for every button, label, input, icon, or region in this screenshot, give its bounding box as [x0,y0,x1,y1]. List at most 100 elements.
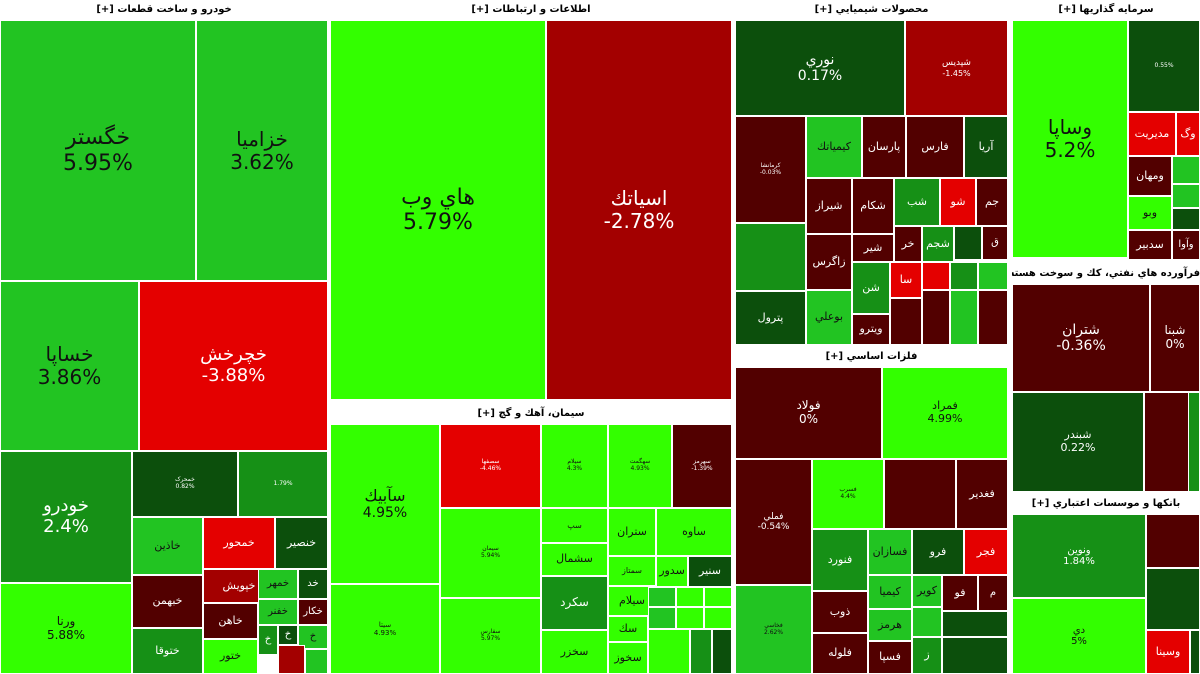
stock-tile[interactable] [922,262,950,290]
stock-tile[interactable]: ورنا 5.88% [0,583,132,674]
stock-tile[interactable]: هاي وب 5.79% [330,20,546,400]
stock-tile[interactable]: فخاسي 2.62% [735,585,812,674]
stock-tile[interactable]: سا [890,262,922,298]
stock-tile[interactable]: شجم [922,226,954,262]
stock-tile[interactable] [950,290,978,345]
stock-tile[interactable]: خزاميا 3.62% [196,20,328,281]
stock-tile[interactable]: شو [940,178,976,226]
stock-tile[interactable]: خمحرک 0.82% [132,451,238,517]
stock-tile[interactable]: ز [912,637,942,674]
stock-tile[interactable]: سهرمز -1.39% [672,424,732,508]
stock-tile[interactable] [735,223,806,291]
stock-tile[interactable]: ستران [608,508,656,556]
stock-tile[interactable] [978,290,1008,345]
stock-tile[interactable]: ختور [203,639,258,674]
stock-tile[interactable]: فرو [912,529,964,575]
stock-tile[interactable]: وآوا [1172,230,1200,260]
stock-tile[interactable]: نوري 0.17% [735,20,905,116]
stock-tile[interactable]: سيلام 4.3% [541,424,608,508]
stock-tile[interactable]: فلوله [812,633,868,674]
stock-tile[interactable]: وبو [1128,196,1172,230]
stock-tile[interactable]: سشمال [541,543,608,576]
sector-header-expand[interactable]: فلزات اساسي [+] [735,347,1008,368]
stock-tile[interactable]: شكام [852,178,894,234]
stock-tile[interactable]: سكرد [541,576,608,630]
sector-header-expand[interactable]: فرآورده هاي نفتي، كك و سوخت هسته اي [+] [1012,264,1200,285]
stock-tile[interactable] [1172,184,1200,208]
stock-tile[interactable]: كوير [912,575,942,607]
stock-tile[interactable]: ومهان [1128,156,1172,196]
sector-header-expand[interactable]: سرمايه گذاريها [+] [1012,0,1200,21]
stock-tile[interactable]: خودرو 2.4% [0,451,132,583]
stock-tile[interactable]: هرمز [868,609,912,641]
stock-tile[interactable]: خمحور [203,517,275,569]
stock-tile[interactable]: سفارس 5.97% [440,598,541,674]
stock-tile[interactable]: كيمياتك [806,116,862,178]
stock-tile[interactable]: فملي -0.54% [735,459,812,585]
stock-tile[interactable]: فولاد 0% [735,367,882,459]
stock-tile[interactable]: سنير [688,556,732,587]
stock-tile[interactable]: سپ [541,508,608,543]
stock-tile[interactable]: وگ [1176,112,1200,156]
stock-tile[interactable]: سدبير [1128,230,1172,260]
stock-tile[interactable]: آريا [964,116,1008,178]
stock-tile[interactable] [1146,514,1200,568]
stock-tile[interactable]: م [978,575,1008,611]
stock-tile[interactable] [950,262,978,290]
stock-tile[interactable]: كيميا [868,575,912,609]
stock-tile[interactable]: خاذين [132,517,203,575]
stock-tile[interactable] [1188,392,1200,492]
stock-tile[interactable]: شتران -0.36% [1012,284,1150,392]
stock-tile[interactable] [648,607,676,629]
stock-tile[interactable]: وسينا [1146,630,1190,674]
stock-tile[interactable]: خ [258,625,278,655]
stock-tile[interactable]: زاگرس [806,234,852,290]
stock-tile[interactable]: خساپا 3.86% [0,281,139,451]
stock-tile[interactable]: وساپا 5.2% [1012,20,1128,258]
stock-tile[interactable]: فو [942,575,978,611]
stock-tile[interactable]: سخزر [541,630,608,674]
stock-tile[interactable] [890,298,922,345]
stock-tile[interactable] [704,587,732,607]
stock-tile[interactable]: خاهن [203,603,258,639]
stock-tile[interactable] [942,611,1008,637]
stock-tile[interactable]: خمهر [258,569,298,599]
sector-header-expand[interactable]: محصولات شيميايي [+] [735,0,1008,21]
stock-tile[interactable]: سآبيك 4.95% [330,424,440,584]
stock-tile[interactable] [676,587,704,607]
stock-tile[interactable]: شيراز [806,178,852,234]
stock-tile[interactable] [648,587,676,607]
stock-tile[interactable]: ذوب [812,591,868,633]
stock-tile[interactable]: فنورد [812,529,868,591]
stock-tile[interactable]: سيمان 5.94% [440,508,541,598]
stock-tile[interactable]: فغدير [956,459,1008,529]
stock-tile[interactable]: خبهمن [132,575,203,628]
stock-tile[interactable]: خفنر [258,599,298,625]
stock-tile[interactable]: 1.79% [238,451,328,517]
stock-tile[interactable]: شپديس -1.45% [905,20,1008,116]
stock-tile[interactable]: سدور [656,556,688,587]
sector-header-expand[interactable]: بانكها و موسسات اعتباري [+] [1012,494,1200,515]
stock-tile[interactable]: خچرخش -3.88% [139,281,328,451]
stock-tile[interactable]: كرمانشا -0.03% [735,116,806,223]
stock-tile[interactable] [1172,156,1200,184]
stock-tile[interactable]: شن [852,262,890,314]
stock-tile[interactable] [278,645,305,674]
stock-tile[interactable]: فسپا [868,641,912,674]
stock-tile[interactable] [884,459,956,529]
stock-tile[interactable]: فسرب 4.4% [812,459,884,529]
stock-tile[interactable]: شب [894,178,940,226]
stock-tile[interactable]: ونوين 1.84% [1012,514,1146,598]
sector-header-expand[interactable]: خودرو و ساخت قطعات [+] [0,0,328,21]
stock-tile[interactable]: جم [976,178,1008,226]
stock-tile[interactable]: پترول [735,291,806,345]
stock-tile[interactable]: سك [608,616,648,642]
stock-tile[interactable] [690,629,712,674]
stock-tile[interactable]: شبنا 0% [1150,284,1200,392]
sector-header-expand[interactable]: اطلاعات و ارتباطات [+] [330,0,732,21]
stock-tile[interactable]: ساوه [656,508,732,556]
stock-tile[interactable]: اسياتك -2.78% [546,20,732,400]
stock-tile[interactable]: خنصير [275,517,328,569]
stock-tile[interactable] [912,607,942,637]
stock-tile[interactable] [704,607,732,629]
